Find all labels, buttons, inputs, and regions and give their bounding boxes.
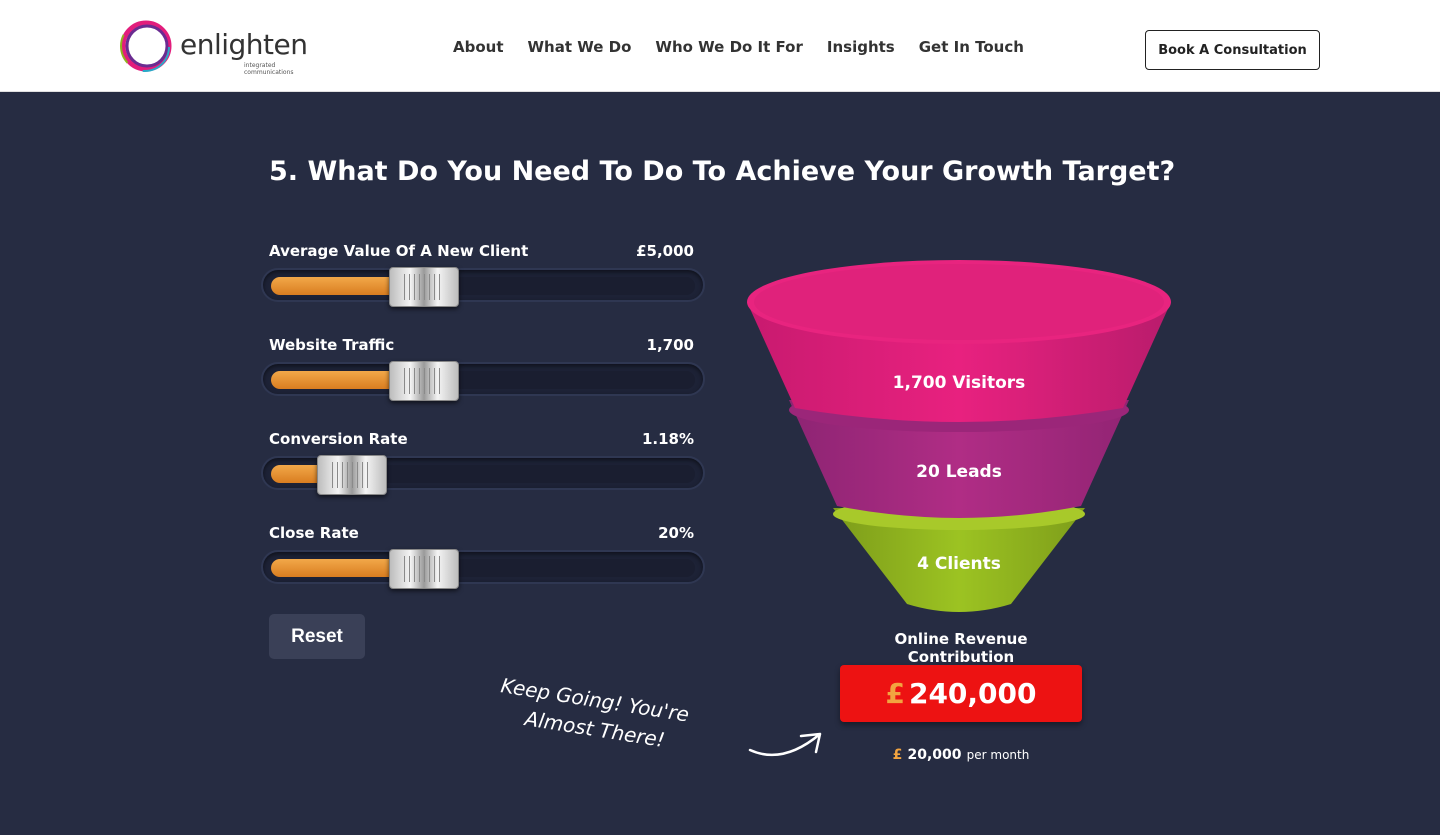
slider-track-inner (271, 361, 695, 401)
slider-track[interactable] (261, 361, 705, 401)
currency-symbol: £ (885, 677, 905, 710)
funnel-middle-tier (789, 400, 1129, 518)
nav-who-we-do-it-for[interactable]: Who We Do It For (655, 38, 803, 56)
slider-value: 1,700 (646, 336, 694, 354)
funnel-bottom-tier (833, 508, 1085, 612)
section-title: 5. What Do You Need To Do To Achieve You… (269, 156, 1176, 187)
slider-value: 1.18% (641, 430, 694, 448)
slider-track[interactable] (261, 455, 705, 495)
slider-track-inner (271, 267, 695, 307)
funnel-visitors-label: 1,700 Visitors (892, 373, 1026, 393)
nav-what-we-do[interactable]: What We Do (527, 38, 632, 56)
revenue-amount: 240,000 (908, 677, 1037, 710)
slider-label: Average Value Of A New Client (269, 242, 529, 260)
logo-tagline: integrated communications (244, 62, 294, 76)
revenue-monthly: £ 20,000 per month (840, 744, 1082, 763)
slider-thumb[interactable] (388, 361, 459, 401)
encouragement-note: Keep Going! You're Almost There! (499, 673, 822, 757)
slider-track[interactable] (261, 549, 705, 589)
arrow-icon (748, 732, 822, 757)
nav-get-in-touch[interactable]: Get In Touch (918, 38, 1024, 56)
site-header: enlighten integrated communications Abou… (0, 0, 1440, 92)
slider-thumb[interactable] (388, 267, 459, 307)
logo-wordmark: enlighten (180, 28, 308, 61)
slider-thumb[interactable] (316, 455, 387, 495)
book-consultation-button[interactable]: Book A Consultation (1145, 30, 1320, 70)
monthly-amount: 20,000 (907, 747, 962, 763)
slider-track-inner (271, 455, 695, 495)
reset-button[interactable]: Reset (269, 614, 365, 659)
funnel-clients-label: 4 Clients (917, 554, 1001, 574)
slider-fill (271, 277, 424, 295)
enlighten-logo[interactable]: enlighten integrated communications (118, 18, 308, 78)
slider-label: Close Rate (269, 524, 359, 542)
logo-ring-icon (120, 20, 172, 72)
nav-insights[interactable]: Insights (826, 38, 895, 56)
funnel-leads-label: 20 Leads (916, 462, 1002, 482)
main-nav: About What We Do Who We Do It For Insigh… (453, 38, 1048, 56)
funnel-top-rim-inner (754, 264, 1164, 340)
nav-about[interactable]: About (453, 38, 504, 56)
slider-fill (271, 371, 424, 389)
monthly-currency: £ (892, 747, 903, 763)
calculator-section (0, 92, 1440, 835)
slider-label: Conversion Rate (269, 430, 408, 448)
slider-track-inner (271, 549, 695, 589)
monthly-suffix: per month (966, 748, 1030, 762)
slider-track[interactable] (261, 267, 705, 307)
slider-label: Website Traffic (269, 336, 395, 354)
slider-value: 20% (658, 524, 694, 542)
revenue-total-box: £240,000 (840, 665, 1082, 722)
funnel-graphic (747, 260, 1171, 612)
slider-thumb[interactable] (388, 549, 459, 589)
revenue-title: Online Revenue Contribution (894, 630, 1028, 666)
slider-value: £5,000 (636, 242, 694, 260)
slider-fill (271, 559, 424, 577)
